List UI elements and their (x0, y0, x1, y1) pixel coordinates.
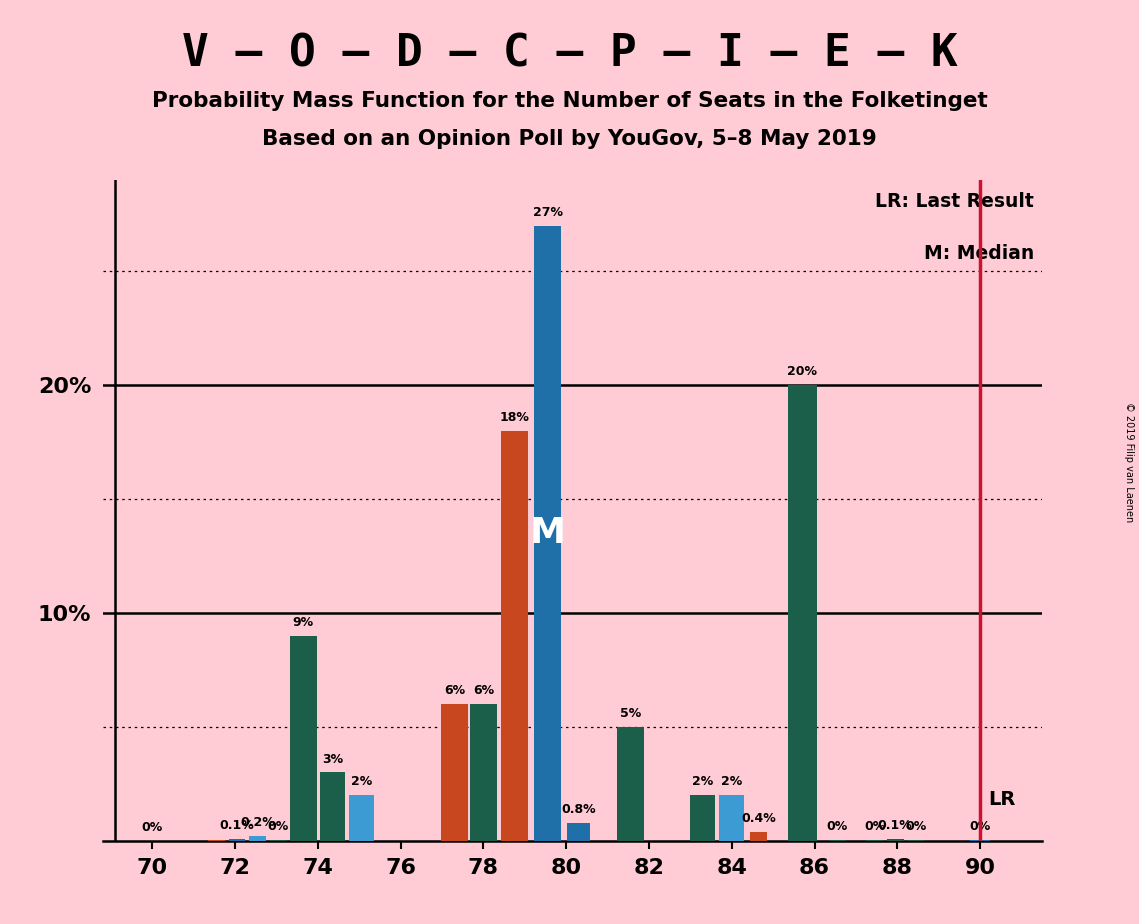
Text: © 2019 Filip van Laenen: © 2019 Filip van Laenen (1124, 402, 1133, 522)
Text: LR: LR (989, 790, 1016, 809)
Text: 0%: 0% (906, 821, 926, 833)
Bar (229, 839, 245, 841)
Text: Probability Mass Function for the Number of Seats in the Folketinget: Probability Mass Function for the Number… (151, 91, 988, 111)
Bar (349, 796, 374, 841)
Text: M: Median: M: Median (924, 244, 1034, 263)
Bar (567, 822, 590, 841)
Text: 0%: 0% (863, 821, 885, 833)
Bar (690, 796, 715, 841)
Bar (501, 431, 527, 841)
Text: 9%: 9% (293, 616, 314, 629)
Text: LR: Last Result: LR: Last Result (875, 191, 1034, 211)
Text: Based on an Opinion Poll by YouGov, 5–8 May 2019: Based on an Opinion Poll by YouGov, 5–8 … (262, 129, 877, 150)
Text: 0.2%: 0.2% (240, 817, 276, 830)
Text: 27%: 27% (533, 206, 563, 219)
Text: 20%: 20% (787, 365, 817, 379)
Text: M: M (530, 517, 565, 551)
Bar (289, 636, 317, 841)
Bar (787, 385, 817, 841)
Bar (441, 704, 468, 841)
Text: 2%: 2% (721, 775, 743, 788)
Bar (470, 704, 497, 841)
Text: 6%: 6% (444, 685, 465, 698)
Text: 0.8%: 0.8% (562, 803, 596, 816)
Text: 2%: 2% (693, 775, 713, 788)
Bar (534, 225, 562, 841)
Text: 0%: 0% (827, 821, 847, 833)
Bar (249, 836, 267, 841)
Bar (720, 796, 744, 841)
Text: 3%: 3% (321, 753, 343, 766)
Bar (617, 727, 644, 841)
Text: 0.1%: 0.1% (878, 819, 912, 832)
Text: 0%: 0% (969, 821, 991, 833)
Text: 5%: 5% (620, 707, 641, 720)
Text: 0.4%: 0.4% (741, 812, 776, 825)
Text: 0.1%: 0.1% (220, 819, 254, 832)
Bar (320, 772, 345, 841)
Bar (751, 832, 767, 841)
Text: V – O – D – C – P – I – E – K: V – O – D – C – P – I – E – K (181, 32, 958, 76)
Text: 2%: 2% (351, 775, 371, 788)
Text: 0%: 0% (268, 821, 289, 833)
Text: 0%: 0% (141, 821, 163, 834)
Text: 6%: 6% (473, 685, 494, 698)
Text: 18%: 18% (500, 411, 530, 424)
Bar (887, 839, 903, 841)
